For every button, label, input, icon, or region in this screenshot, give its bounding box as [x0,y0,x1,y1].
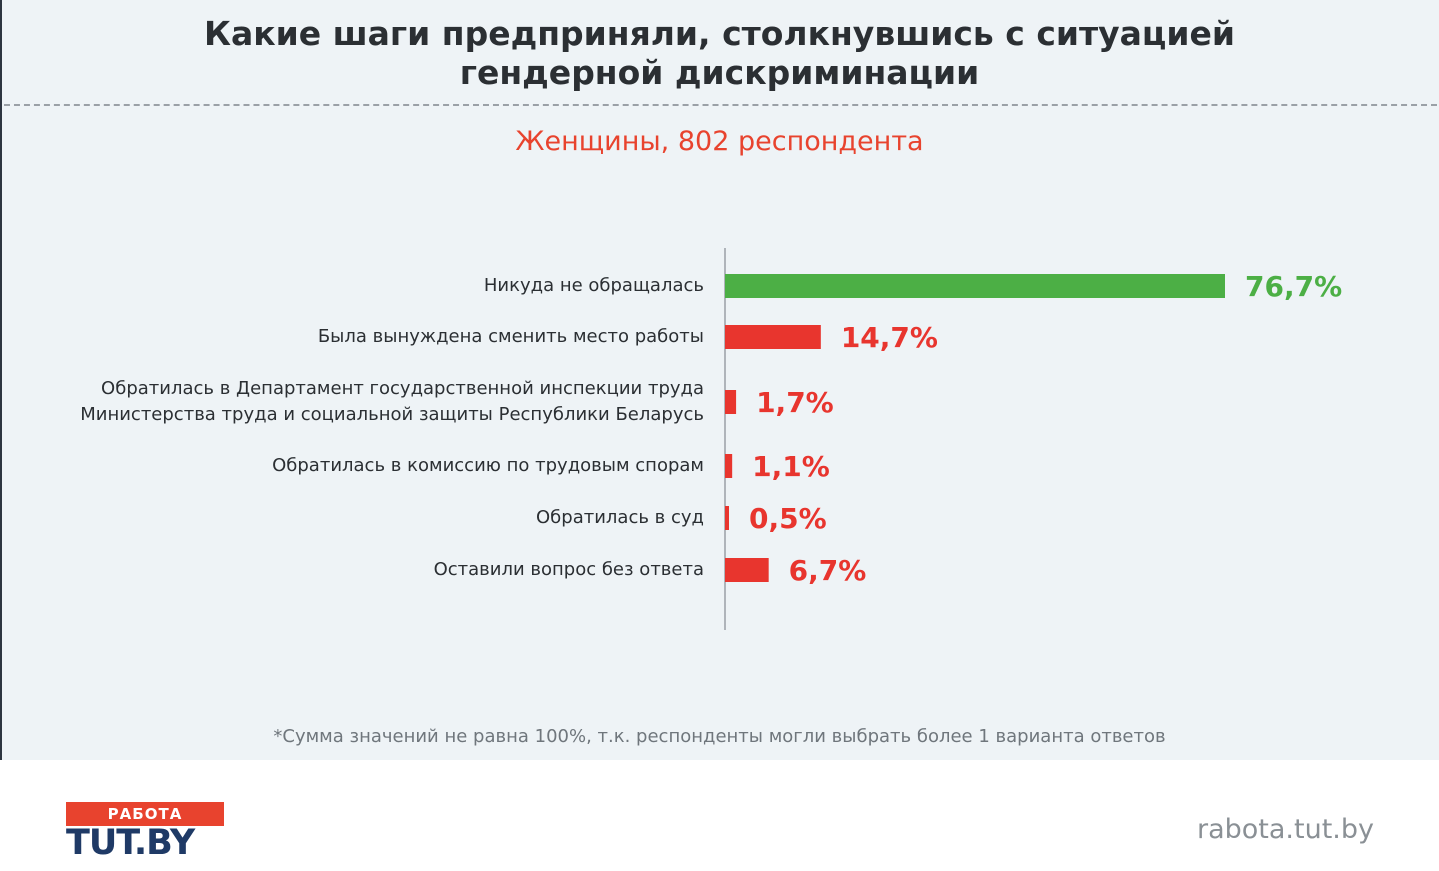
chart-panel [0,0,1439,760]
category-label-4: Обратилась в суд [536,507,704,528]
bar-4 [725,506,729,530]
value-label-3: 1,1% [752,450,830,483]
category-label-1: Была вынуждена сменить место работы [318,326,704,347]
value-label-5: 6,7% [789,554,867,587]
bar-5 [725,558,769,582]
bar-3 [725,454,733,478]
title-divider [4,104,1437,106]
tutby-logo[interactable]: РАБОТА TUT.BY [66,802,226,863]
chart-title-line-1: Какие шаги предприняли, столкнувшись с с… [203,14,1236,53]
chart-title-line-2: гендерной дискриминации [459,53,980,92]
bar-1 [725,325,821,349]
value-label-4: 0,5% [749,502,827,535]
value-label-2: 1,7% [756,386,834,419]
chart-title: Какие шаги предприняли, столкнувшись с с… [0,14,1439,92]
chart-subtitle: Женщины, 802 респондента [515,126,924,157]
category-label-2-line-1: Министерства труда и социальной защиты Р… [80,404,704,425]
category-label-3: Обратилась в комиссию по трудовым спорам [272,455,704,476]
value-label-0: 76,7% [1245,270,1342,303]
category-label-2-line-0: Обратилась в Департамент государственной… [101,378,704,399]
category-label-0: Никуда не обращалась [484,275,704,296]
bar-0 [725,274,1225,298]
site-link[interactable]: rabota.tut.by [1196,814,1374,845]
logo-tutby-label: TUT.BY [66,823,195,863]
category-label-5: Оставили вопрос без ответа [434,559,704,580]
bar-chart: Никуда не обращалась 76,7% Была вынуждена … [80,248,1342,630]
bar-2 [725,390,737,414]
footnote: *Сумма значений не равна 100%, т.к. респ… [273,726,1166,747]
value-label-1: 14,7% [841,321,938,354]
logo-rabota-label: РАБОТА [66,802,224,826]
